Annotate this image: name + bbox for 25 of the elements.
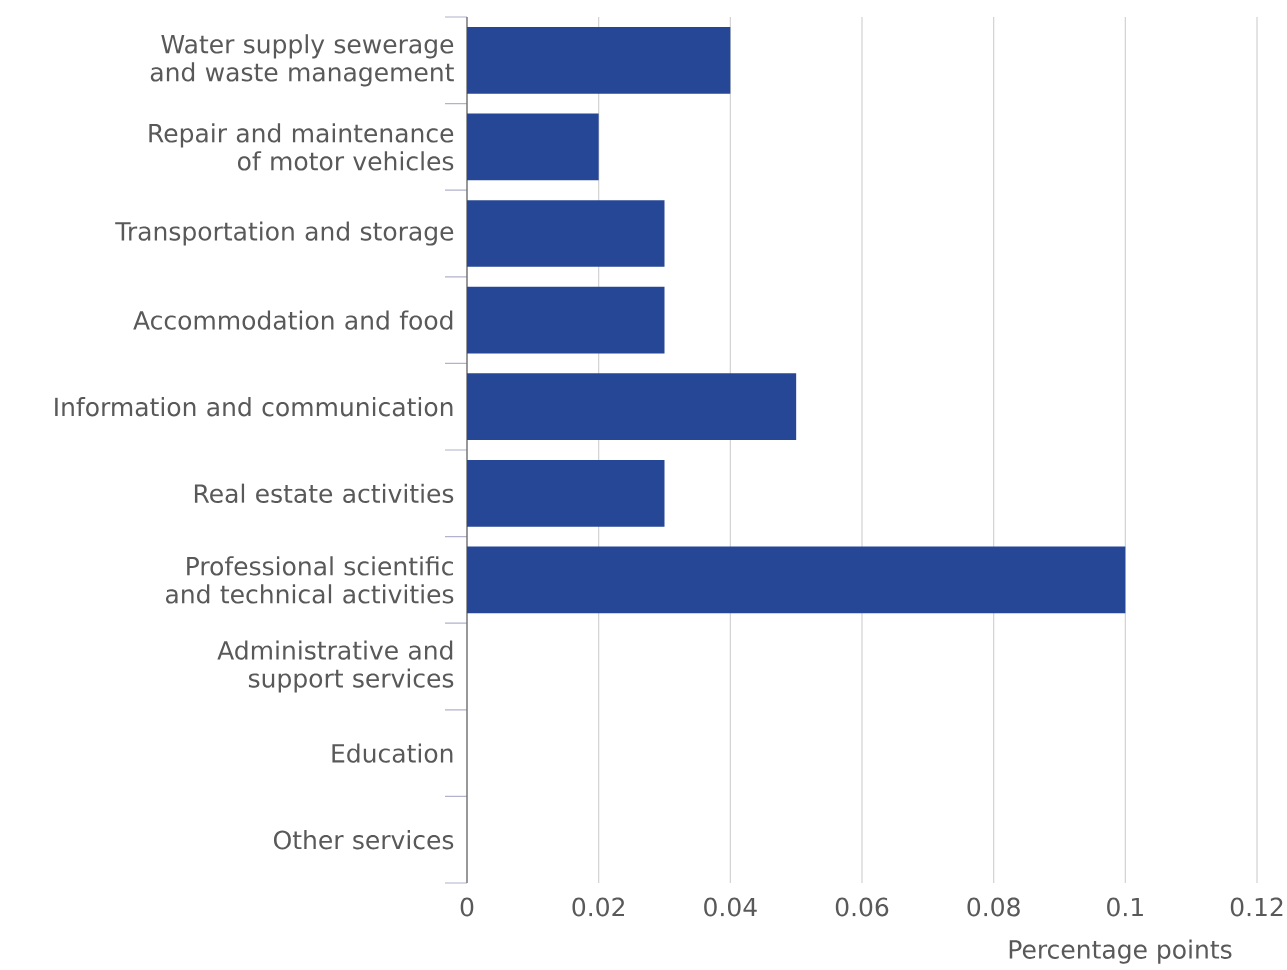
bar (467, 113, 599, 181)
bar (467, 546, 1126, 614)
y-tick-label: Water supply sewerage and waste management (150, 34, 454, 87)
bar (467, 26, 731, 94)
y-tick-label: Information and communication (55, 397, 453, 417)
bar (467, 459, 665, 527)
y-tick-label: Professional scientific and technical activities (165, 556, 454, 604)
y-tick-label: Repair and maintenance of motor vehicles (149, 123, 454, 171)
bar (467, 286, 665, 354)
y-tick-label: Accommodation and food (133, 310, 453, 330)
x-axis-title: Percentage points (1009, 939, 1232, 964)
x-tick-label: 0.1 (1107, 897, 1143, 917)
x-tick-label: 0.04 (704, 897, 757, 917)
y-tick-label: Education (332, 743, 453, 763)
x-tick-label: 0 (460, 897, 474, 917)
x-tick-label: 0.08 (967, 897, 1020, 917)
bar (467, 200, 665, 267)
bar (467, 373, 797, 441)
x-tick-label: 0.02 (572, 897, 624, 917)
y-tick-label: Administrative and support services (217, 640, 454, 693)
y-tick-label: Real estate activities (194, 483, 454, 503)
y-tick-label: Transportation and storage (115, 221, 454, 246)
y-tick-label: Other services (273, 830, 454, 850)
x-tick-label: 0.06 (835, 897, 889, 917)
x-tick-label: 0.12 (1230, 897, 1283, 917)
